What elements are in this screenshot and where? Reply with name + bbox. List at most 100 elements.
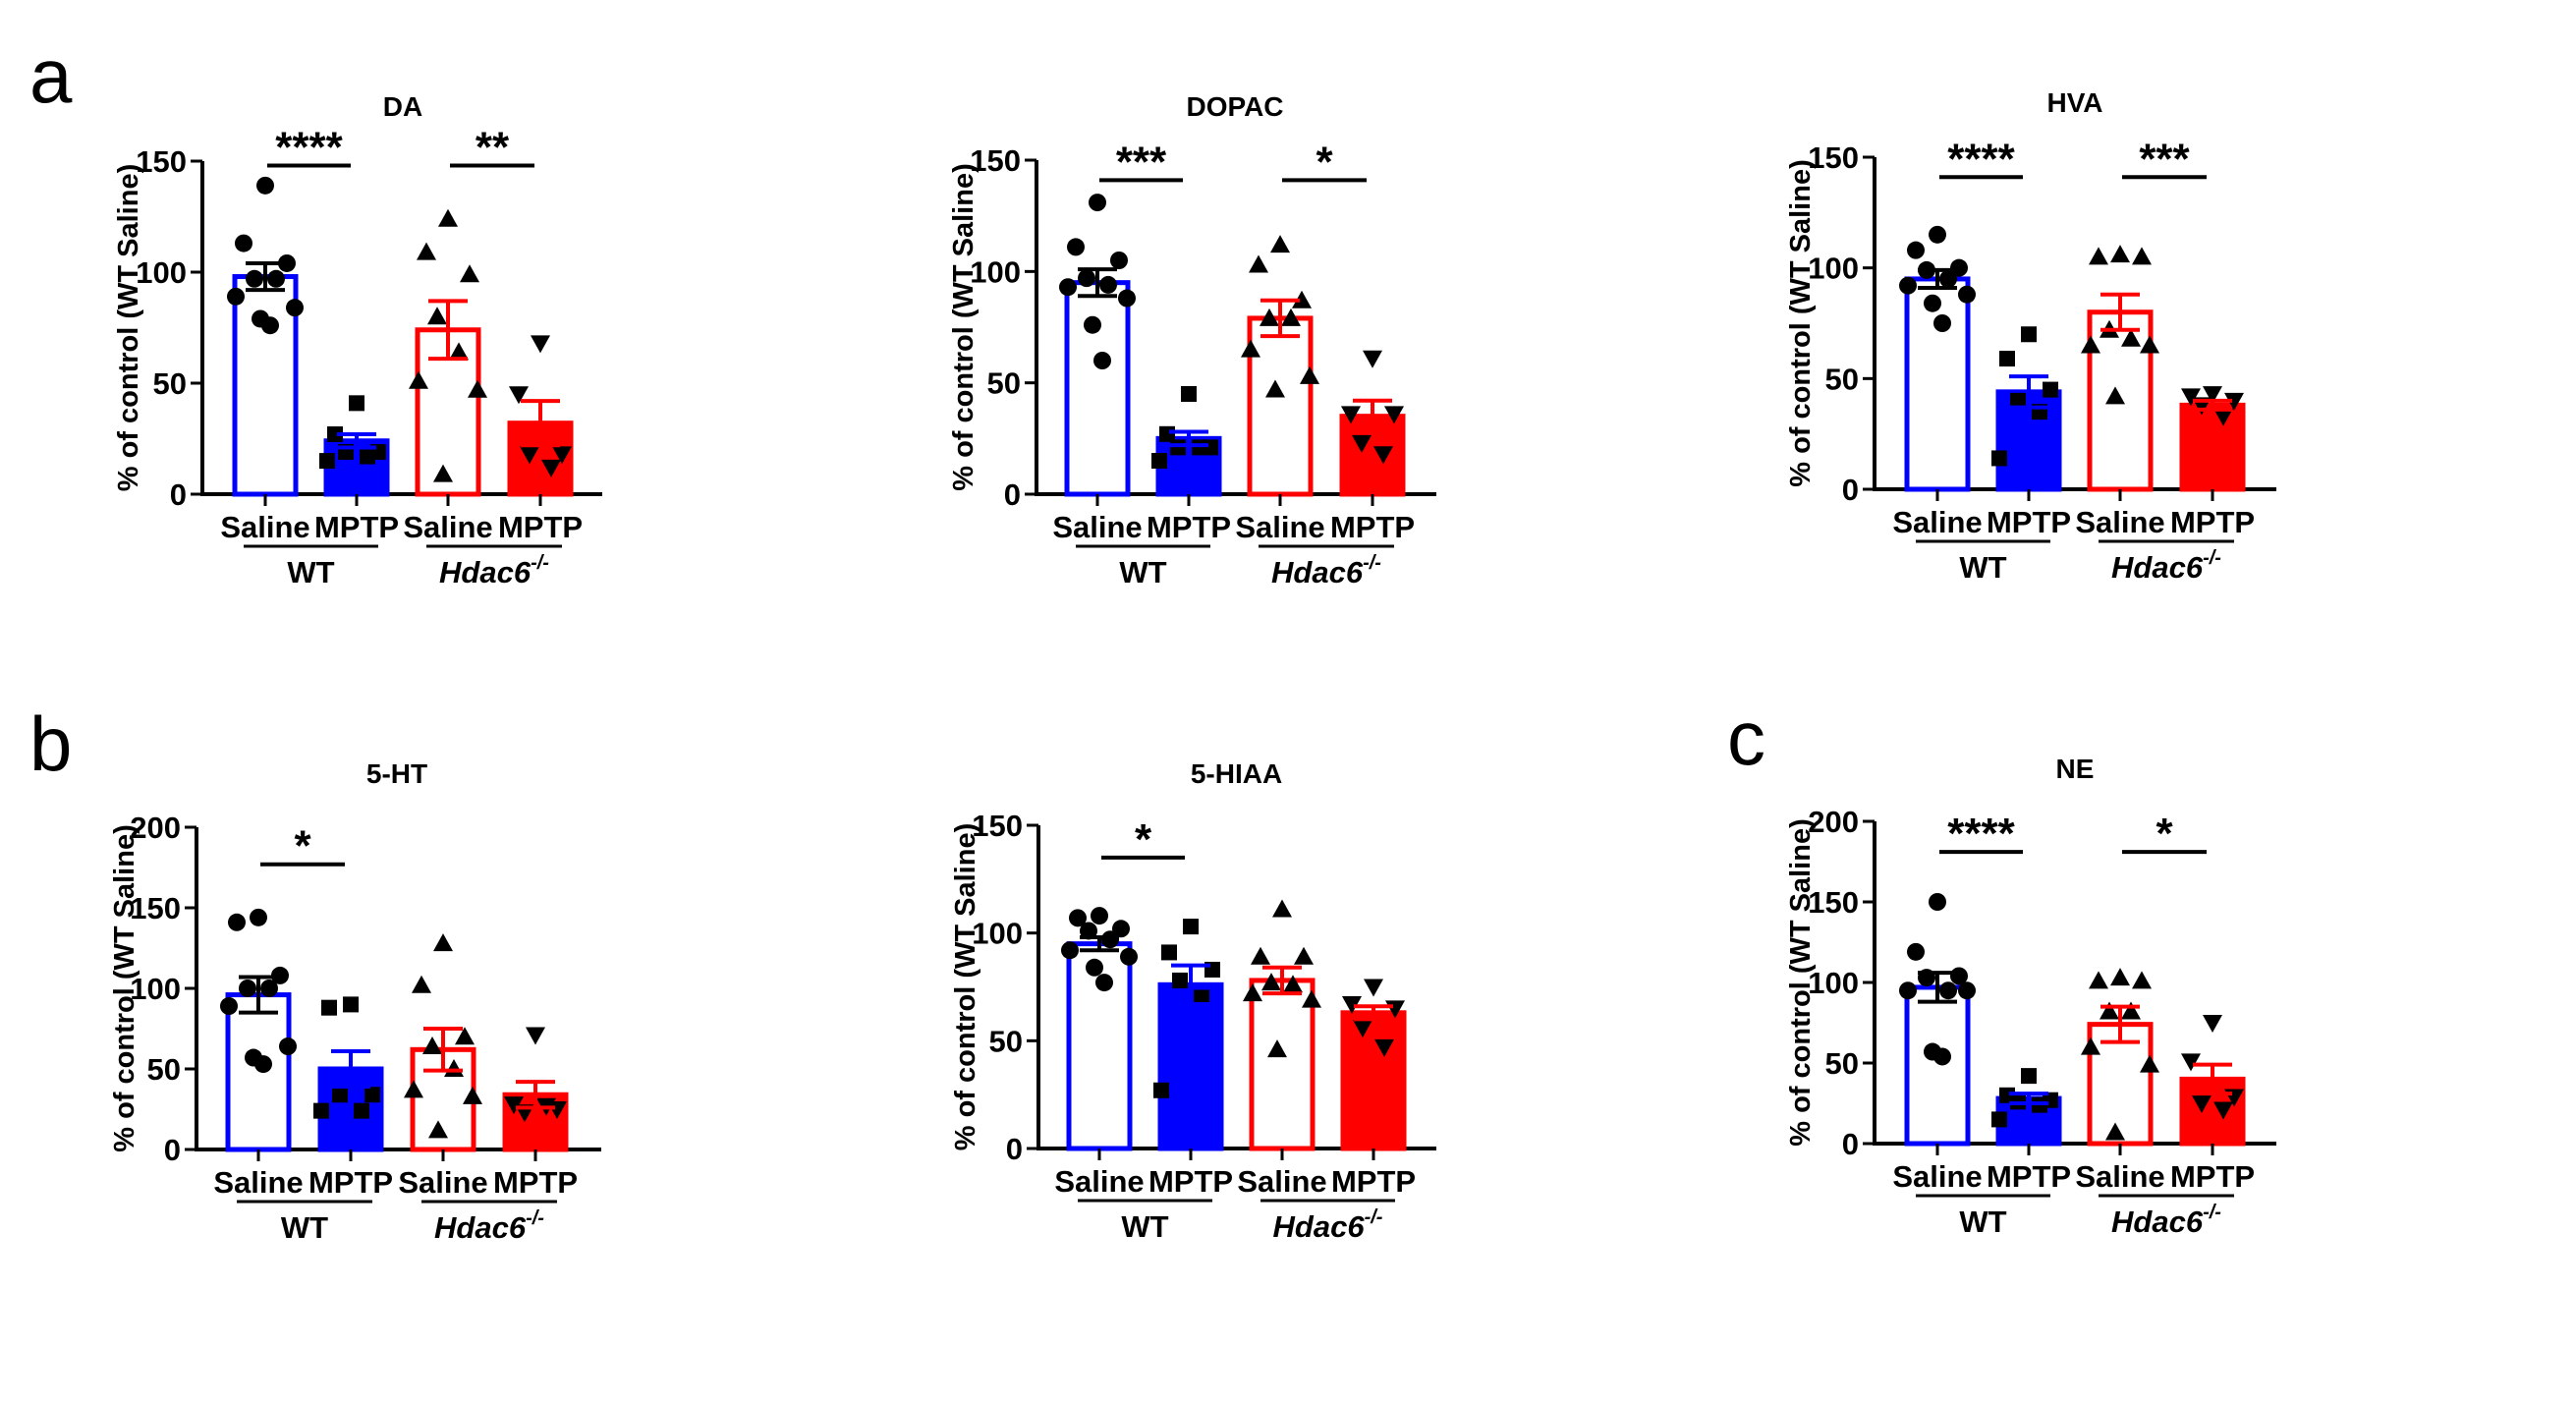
y-tick-label: 100 (1808, 252, 1859, 286)
data-point-square (2043, 381, 2058, 398)
data-point-triangle-up (2132, 247, 2152, 265)
data-point-circle (227, 287, 245, 306)
data-point-triangle-up (2089, 247, 2108, 265)
data-point-triangle-down (1352, 434, 1372, 453)
data-point-triangle-up (412, 975, 431, 993)
data-point-square (1194, 989, 1209, 1006)
y-tick-label: 150 (1808, 140, 1859, 175)
x-category-label: MPTP (308, 1165, 393, 1200)
data-point-triangle-up (2089, 971, 2108, 989)
group-label-text: WT (1959, 1205, 2006, 1239)
x-category-label: Saline (213, 1165, 303, 1200)
data-point-circle (1907, 241, 1925, 259)
group-label-text: Hdac6 (1271, 555, 1364, 589)
data-point-circle (1933, 314, 1951, 332)
data-point-triangle-up (2121, 1001, 2141, 1020)
data-point-triangle-down (1341, 406, 1361, 424)
data-point-triangle-up (433, 933, 453, 952)
data-point-triangle-up (2105, 1122, 2125, 1141)
significance-stars: ** (476, 124, 510, 172)
data-point-triangle-up (1265, 379, 1285, 398)
data-point-triangle-down (1363, 350, 1382, 368)
group-label-superscript: -/- (2203, 1202, 2221, 1223)
data-point-square (1991, 1111, 2007, 1128)
data-point-triangle-up (1300, 365, 1319, 384)
data-point-circle (1958, 981, 1976, 1000)
data-point-triangle-down (2181, 388, 2201, 407)
data-point-triangle-down (552, 446, 572, 465)
data-point-triangle-up (1261, 973, 1281, 991)
y-tick-label: 0 (1842, 473, 1859, 507)
group-label-wt: WT (1959, 550, 2006, 585)
chart-title: 5-HIAA (1191, 758, 1282, 789)
y-tick-label: 0 (1006, 1132, 1023, 1166)
data-point-circle (1086, 958, 1103, 977)
bar-hdac6-mptp (2179, 402, 2246, 492)
x-category-label: Saline (1052, 510, 1142, 544)
y-tick-label: 50 (153, 366, 187, 401)
y-tick-label: 100 (1808, 966, 1859, 1000)
data-point-circle (1089, 194, 1106, 212)
chart-title: HVA (2046, 87, 2102, 118)
y-axis-label: % of control (WT Saline) (950, 823, 981, 1151)
data-point-circle (1939, 269, 1957, 288)
y-tick-label: 50 (987, 366, 1021, 401)
x-category-label: MPTP (1148, 1164, 1233, 1199)
chart-title: DOPAC (1186, 91, 1283, 122)
group-label-superscript: -/- (1363, 552, 1381, 574)
data-point-triangle-up (2121, 328, 2141, 347)
y-tick-label: 50 (1825, 362, 1859, 396)
data-point-circle (256, 176, 274, 195)
y-tick-label: 150 (136, 144, 187, 179)
data-point-square (1172, 972, 1188, 988)
data-point-triangle-down (1384, 406, 1404, 424)
data-point-square (1151, 453, 1167, 469)
group-label-text: WT (1959, 550, 2006, 585)
data-point-triangle-up (428, 1120, 448, 1139)
data-point-circle (1069, 909, 1087, 927)
data-point-square (1181, 386, 1197, 402)
y-tick-label: 0 (1842, 1127, 1859, 1161)
data-point-circle (1093, 352, 1111, 369)
data-point-triangle-up (1281, 308, 1301, 326)
data-point-triangle-up (1241, 339, 1260, 358)
data-point-circle (279, 1037, 297, 1056)
data-point-circle (1110, 252, 1128, 269)
panel-5-hiaa: 5-HIAA % of control (WT Saline) 0 50 100 150 S… (950, 758, 1436, 1244)
data-point-triangle-down (2213, 408, 2233, 426)
data-point-triangle-up (1272, 899, 1292, 918)
data-point-circle (1080, 922, 1097, 940)
data-point-circle (1907, 942, 1925, 961)
data-point-triangle-up (438, 208, 458, 227)
bar-hdac6-mptp (1340, 1010, 1407, 1151)
bar-wt-saline (1904, 984, 1971, 1147)
significance-stars: **** (275, 124, 343, 172)
data-point-circle (1095, 974, 1113, 992)
data-point-square (327, 425, 343, 442)
data-point-square (2010, 392, 2026, 409)
data-point-triangle-up (1243, 983, 1262, 1002)
bar-hdac6-saline (1247, 315, 1314, 497)
significance-stars: *** (2139, 135, 2190, 183)
group-label-hdac6: Hdac6-/- (1271, 552, 1381, 589)
group-label-hdac6: Hdac6-/- (2111, 1202, 2221, 1239)
data-point-triangle-down (526, 1027, 545, 1045)
group-label-text: WT (1119, 555, 1166, 589)
data-point-triangle-up (455, 1027, 475, 1045)
data-point-triangle-up (2140, 335, 2159, 354)
group-label-wt: WT (1959, 1205, 2006, 1239)
data-point-triangle-up (2105, 386, 2125, 405)
data-point-circle (1929, 225, 1946, 244)
data-point-circle (250, 908, 267, 926)
data-point-circle (1118, 289, 1136, 308)
data-point-circle (1112, 920, 1130, 938)
data-point-triangle-up (468, 379, 487, 398)
x-category-label: MPTP (1147, 510, 1231, 544)
data-point-triangle-down (520, 446, 539, 465)
y-tick-label: 100 (130, 972, 181, 1006)
data-point-triangle-up (1267, 1039, 1287, 1058)
data-point-square (1161, 944, 1177, 961)
significance-stars: *** (1116, 138, 1167, 186)
data-point-circle (1101, 930, 1119, 949)
data-point-circle (1899, 276, 1917, 295)
